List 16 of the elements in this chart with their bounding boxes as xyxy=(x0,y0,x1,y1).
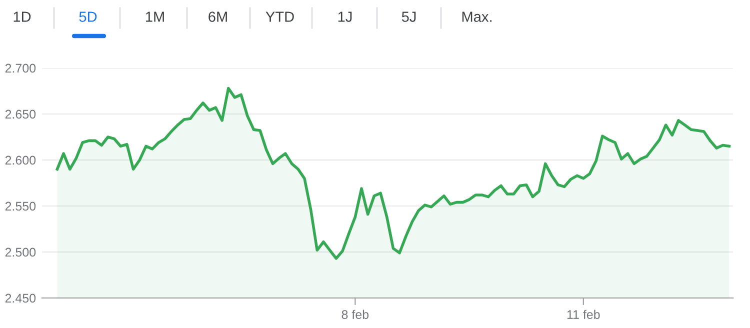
y-tick-label: 2.550 xyxy=(5,202,36,211)
y-tick-label: 2.600 xyxy=(5,156,36,165)
text: 5D xyxy=(79,12,97,22)
text: YTD xyxy=(266,12,294,22)
x-tick-label: 11 feb xyxy=(567,310,600,319)
y-tick-label: 2.500 xyxy=(5,248,36,257)
x-tick-label: 8 feb xyxy=(342,310,369,319)
text: 1M xyxy=(146,12,164,22)
text: 5J xyxy=(402,12,416,22)
text: 6M xyxy=(208,12,227,22)
y-tick-label: 2.450 xyxy=(5,294,36,303)
y-tick-label: 2.650 xyxy=(5,110,36,119)
text: 1J xyxy=(338,12,352,22)
text: 1D xyxy=(14,12,31,22)
y-tick-label: 2.700 xyxy=(5,64,36,73)
text: Max. xyxy=(462,12,492,22)
